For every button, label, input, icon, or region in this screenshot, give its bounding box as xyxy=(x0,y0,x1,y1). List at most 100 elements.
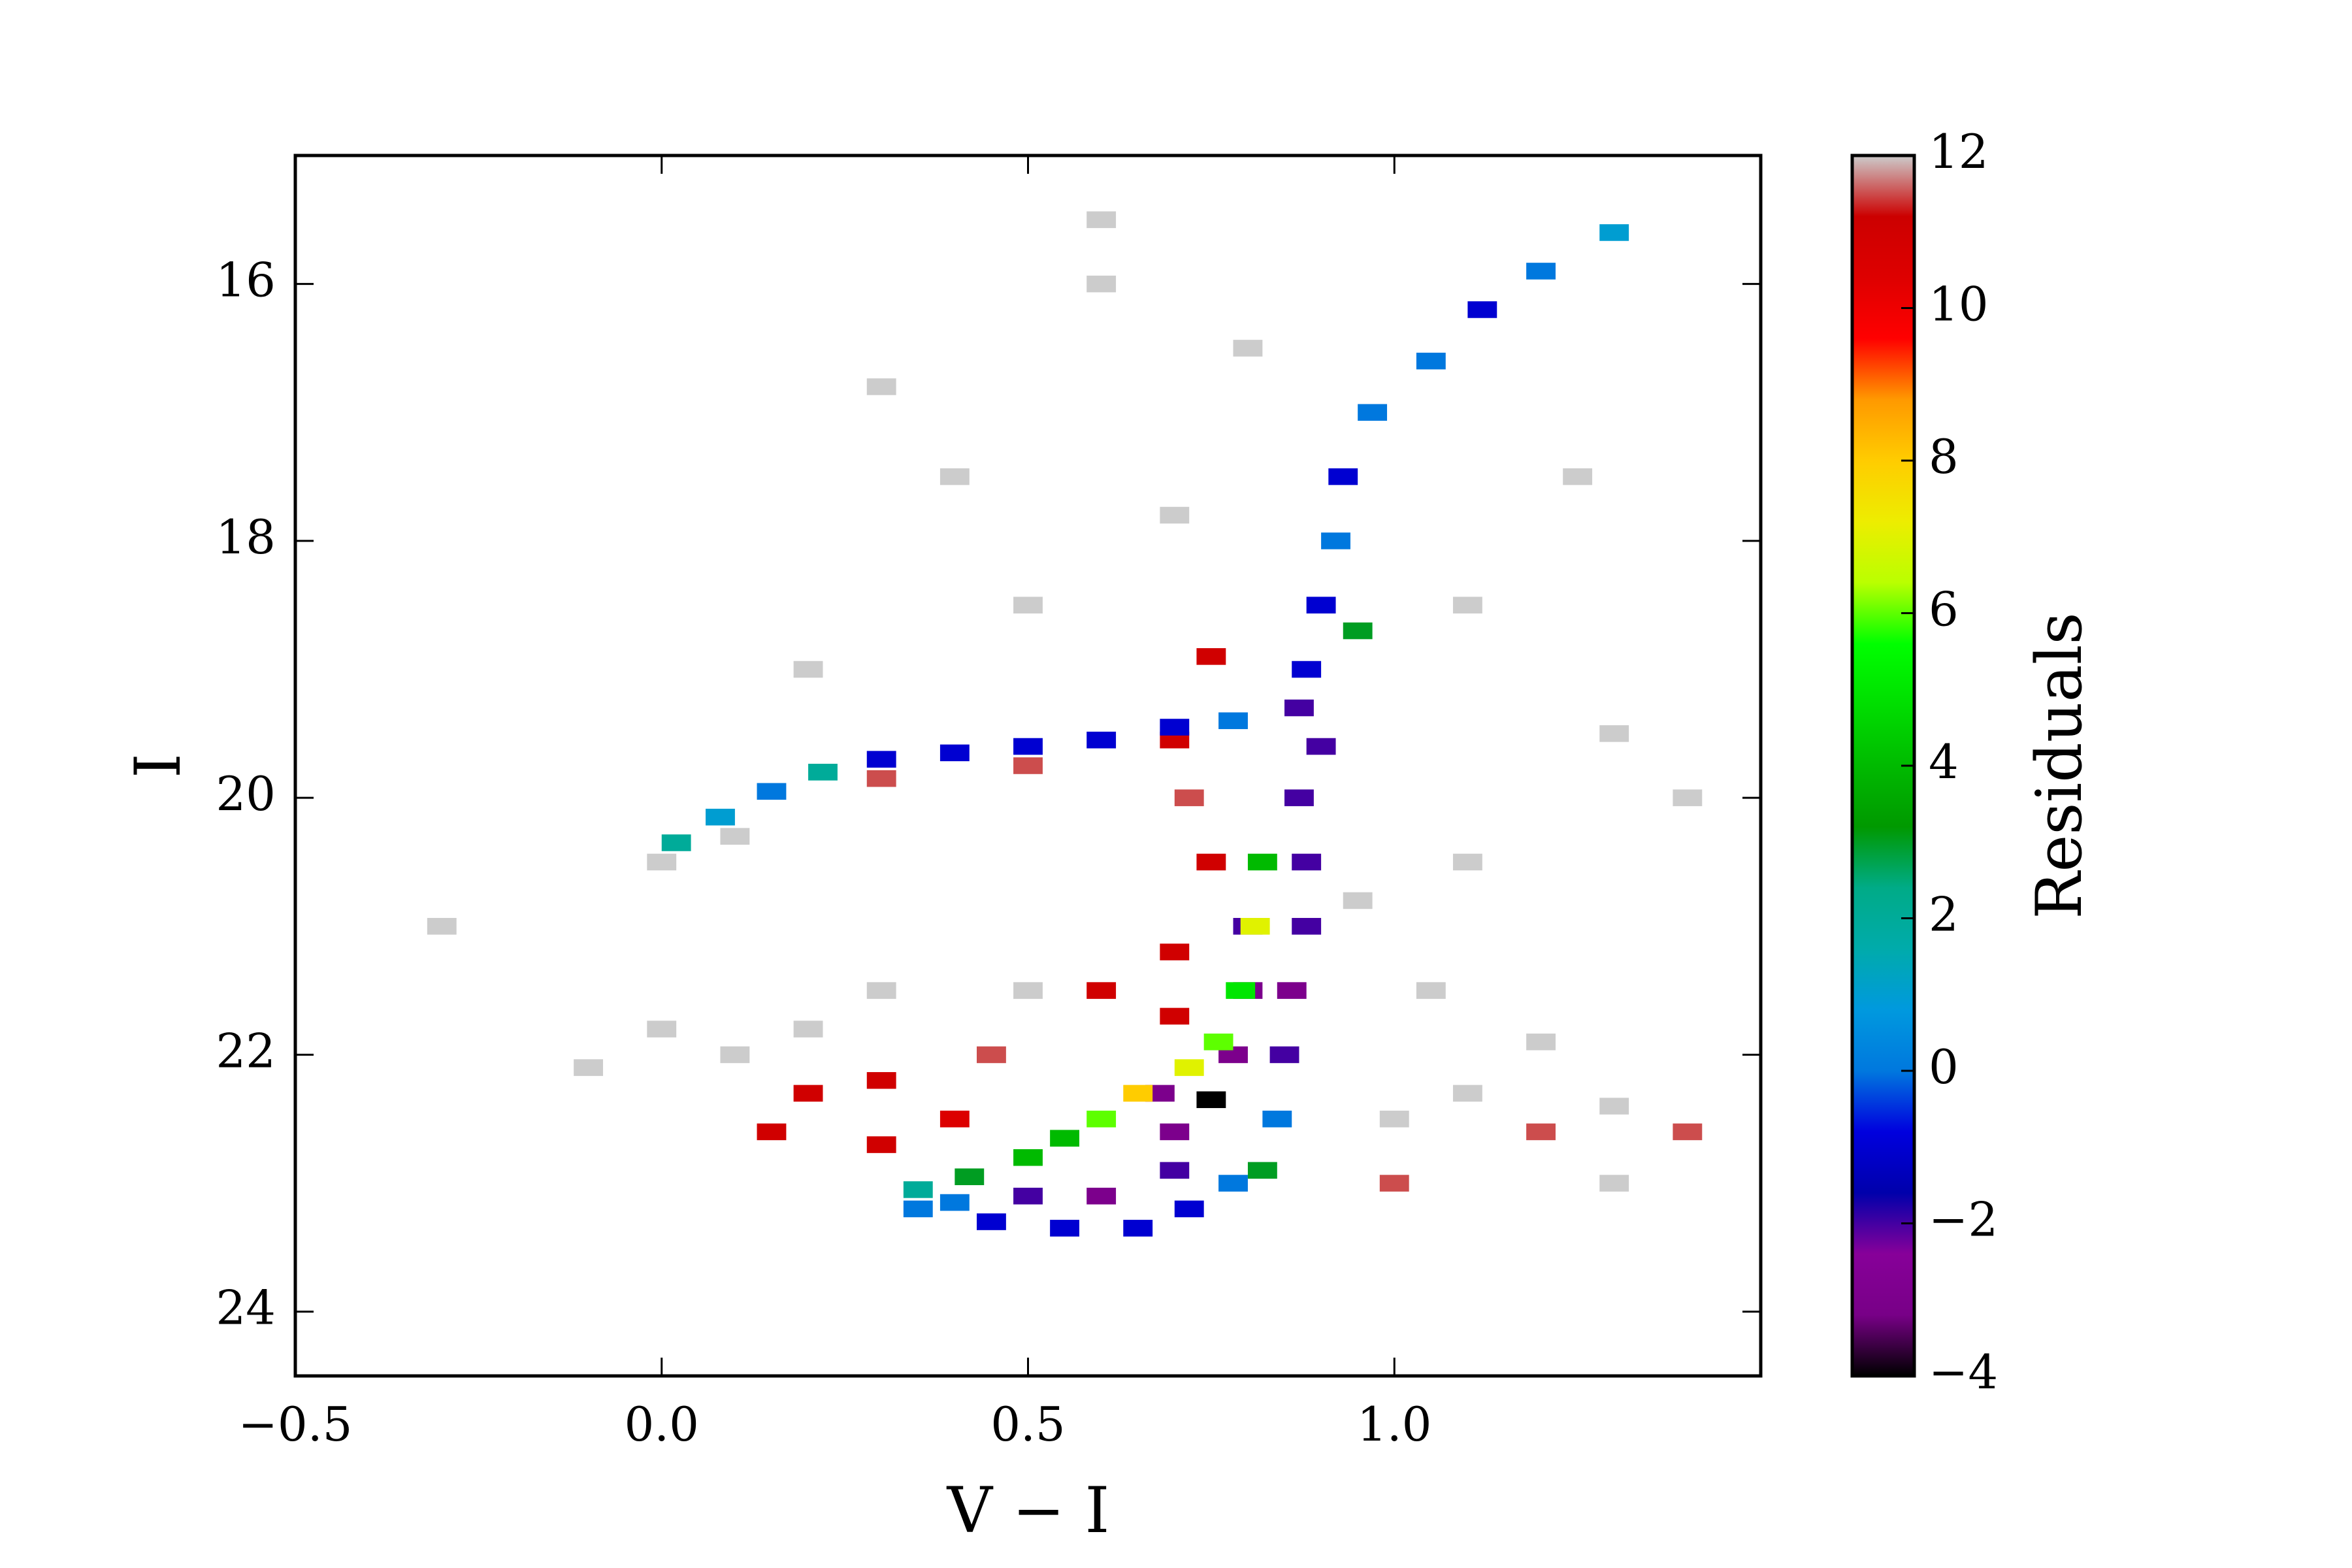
heatmap-cell xyxy=(1174,1200,1204,1218)
heatmap-cell xyxy=(1292,661,1322,678)
heatmap-cell xyxy=(1086,982,1117,999)
heatmap-cell xyxy=(1292,918,1322,935)
heatmap-cell xyxy=(1673,789,1703,806)
y-tick-label: 22 xyxy=(216,1023,276,1078)
heatmap-cell xyxy=(1013,596,1043,613)
colorbar-tick-label: 4 xyxy=(1929,734,1959,789)
heatmap-cell xyxy=(808,764,838,781)
heatmap-cell xyxy=(866,751,896,768)
heatmap-cell xyxy=(866,982,896,999)
colorbar-tick-label: 10 xyxy=(1929,277,1989,332)
heatmap-cell xyxy=(1416,982,1446,999)
y-tick-label: 18 xyxy=(216,510,276,564)
heatmap-cell xyxy=(1123,1085,1153,1102)
heatmap-cell xyxy=(1013,1149,1043,1166)
heatmap-cell xyxy=(720,1046,750,1064)
x-tick-label: −0.5 xyxy=(238,1397,353,1452)
heatmap-cell xyxy=(1160,943,1190,960)
heatmap-cell xyxy=(1203,1033,1233,1051)
heatmap-cell xyxy=(757,783,787,800)
heatmap-cell xyxy=(955,1168,985,1186)
heatmap-cell xyxy=(1269,1046,1299,1064)
heatmap-cell xyxy=(1247,853,1277,871)
heatmap-cell xyxy=(574,1059,604,1076)
heatmap-cell xyxy=(1160,1007,1190,1025)
heatmap-cell xyxy=(1321,532,1350,549)
heatmap-cell xyxy=(1452,853,1482,871)
heatmap-cell xyxy=(1050,1220,1080,1237)
heatmap-cell xyxy=(706,808,735,826)
heatmap-cell xyxy=(1328,468,1358,485)
heatmap-cell xyxy=(1358,404,1388,421)
x-tick-label: 0.0 xyxy=(624,1397,699,1452)
heatmap-cell xyxy=(1174,789,1204,806)
heatmap-cell xyxy=(1233,340,1263,357)
colorbar-tick-label: 0 xyxy=(1929,1039,1959,1094)
heatmap-cell xyxy=(1013,1187,1043,1205)
heatmap-cell xyxy=(1247,1162,1277,1179)
heatmap-cell xyxy=(903,1181,933,1198)
heatmap-cell xyxy=(976,1213,1006,1230)
heatmap-cell xyxy=(1599,1175,1629,1192)
heatmap-cell xyxy=(1452,1085,1482,1102)
heatmap-cell xyxy=(866,1071,896,1089)
heatmap-cell xyxy=(939,468,970,485)
heatmap-cell xyxy=(1086,1110,1117,1128)
heatmap-cell xyxy=(866,770,896,787)
heatmap-cell xyxy=(976,1046,1006,1064)
heatmap-cell xyxy=(1526,1033,1556,1051)
heatmap-cell xyxy=(1379,1110,1409,1128)
heatmap-cell xyxy=(1013,738,1043,755)
heatmap-cell xyxy=(1196,853,1226,871)
heatmap-cell xyxy=(1526,263,1556,280)
heatmap-cell xyxy=(903,1200,933,1218)
colorbar-tick-label: −2 xyxy=(1929,1192,1998,1247)
heatmap-cell xyxy=(793,661,823,678)
heatmap-cell xyxy=(720,828,750,845)
y-axis-label: I xyxy=(122,753,195,778)
colorbar-label: Residuals xyxy=(2023,612,2096,919)
y-tick-label: 24 xyxy=(216,1281,276,1335)
heatmap-cell xyxy=(1086,211,1117,229)
heatmap-cell xyxy=(1013,982,1043,999)
heatmap-cell xyxy=(939,1110,970,1128)
heatmap-cell xyxy=(1379,1175,1409,1192)
heatmap-cell xyxy=(939,1194,970,1211)
heatmap-cell xyxy=(1160,506,1190,524)
heatmap-cell xyxy=(1160,1162,1190,1179)
heatmap-cell xyxy=(1086,275,1117,293)
heatmap-cell xyxy=(1050,1130,1080,1147)
heatmap-cell xyxy=(866,1136,896,1153)
colorbar-tick-label: −4 xyxy=(1929,1345,1998,1399)
heatmap-cell xyxy=(1123,1220,1153,1237)
heatmap-cell xyxy=(1343,892,1373,909)
heatmap-cell xyxy=(1277,982,1307,999)
heatmap-cell xyxy=(757,1123,787,1141)
heatmap-cell xyxy=(1086,1187,1117,1205)
heatmap-cell xyxy=(793,1085,823,1102)
colorbar-tick-label: 6 xyxy=(1929,582,1959,637)
colorbar-tick-label: 8 xyxy=(1929,429,1959,484)
heatmap-cell xyxy=(647,853,677,871)
heatmap-cell xyxy=(1673,1123,1703,1141)
heatmap-cell xyxy=(1262,1110,1292,1128)
heatmap-cell xyxy=(1563,468,1593,485)
colorbar-tick-label: 12 xyxy=(1929,124,1989,179)
heatmap-cell xyxy=(1218,1175,1248,1192)
heatmap-cell xyxy=(793,1021,823,1037)
heatmap-cell xyxy=(1160,719,1190,736)
heatmap-cell xyxy=(1226,982,1256,999)
heatmap-cell xyxy=(1599,224,1629,241)
heatmap-cell xyxy=(1196,1091,1226,1109)
colorbar-tick-label: 2 xyxy=(1929,887,1959,942)
heatmap-cell xyxy=(1292,853,1322,871)
heatmap-cell xyxy=(939,744,970,762)
heatmap-cell xyxy=(1174,1059,1204,1076)
heatmap-cell xyxy=(1196,648,1226,665)
heatmap-cell xyxy=(1306,738,1336,755)
heatmap-cell xyxy=(661,834,691,851)
heatmap-cell xyxy=(1240,918,1270,935)
heatmap-cell xyxy=(1343,622,1373,640)
y-tick-label: 16 xyxy=(216,253,276,308)
